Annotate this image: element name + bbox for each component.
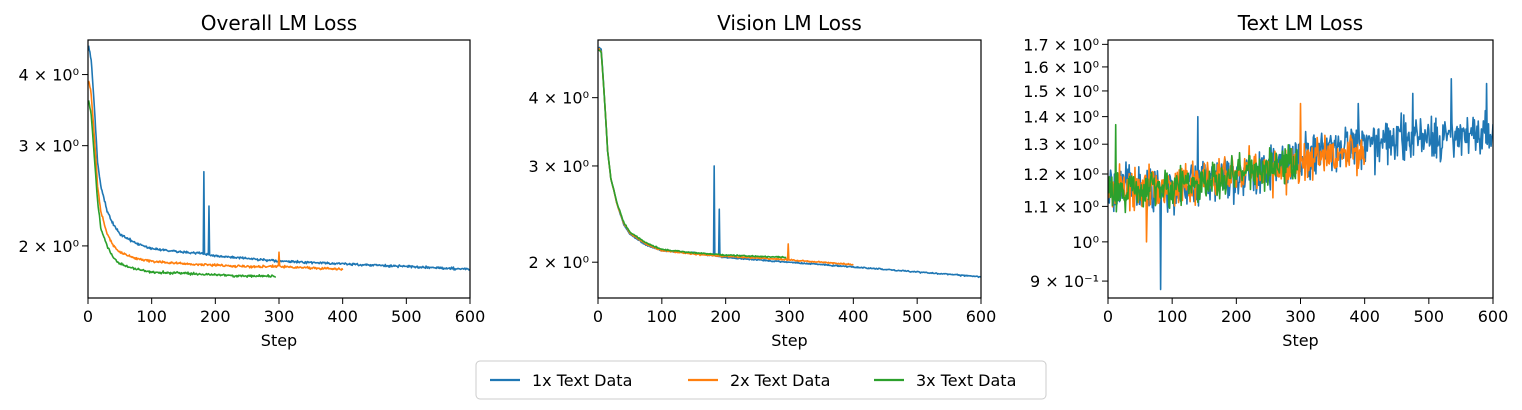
x-tick-label: 600 — [1478, 307, 1509, 326]
y-tick-label: 4 × 10⁰ — [528, 89, 589, 108]
y-tick-label: 4 × 10⁰ — [18, 66, 79, 85]
series-line-3x-text-data — [598, 49, 787, 259]
series-line-3x-text-data — [1108, 123, 1299, 214]
x-tick-label: 0 — [83, 307, 93, 326]
y-tick-label: 1.7 × 10⁰ — [1023, 35, 1099, 54]
chart-title: Vision LM Loss — [717, 11, 862, 35]
x-tick-label: 400 — [838, 307, 869, 326]
series-group — [598, 46, 981, 279]
y-tick-label: 3 × 10⁰ — [18, 137, 79, 156]
legend-label: 1x Text Data — [532, 371, 632, 390]
legend-label: 2x Text Data — [730, 371, 830, 390]
x-tick-label: 500 — [902, 307, 933, 326]
panel-1: 0 100 200 300 400 500 600 2 × 10⁰ 3 × 10⁰ 4 × 10⁰… — [18, 11, 485, 350]
x-tick-label: 300 — [774, 307, 805, 326]
x-tick-label: 500 — [391, 307, 422, 326]
x-tick-label: 200 — [710, 307, 741, 326]
series-line-2x-text-data — [598, 47, 854, 266]
legend-label: 3x Text Data — [916, 371, 1016, 390]
x-tick-label: 400 — [1349, 307, 1380, 326]
x-tick-label: 0 — [593, 307, 603, 326]
x-tick-label: 300 — [1285, 307, 1316, 326]
y-tick-label: 1.1 × 10⁰ — [1023, 197, 1099, 216]
y-tick-label: 1.3 × 10⁰ — [1023, 135, 1099, 154]
y-tick-label: 10⁰ — [1072, 233, 1099, 252]
x-tick-label: 400 — [327, 307, 358, 326]
series-line-1x-text-data — [88, 45, 470, 271]
series-group — [88, 45, 470, 278]
x-axis-label: Step — [1282, 331, 1318, 350]
x-tick-label: 0 — [1103, 307, 1113, 326]
legend: 1x Text Data 2x Text Data 3x Text Data — [475, 360, 1047, 400]
x-tick-label: 100 — [136, 307, 167, 326]
y-tick-label: 1.2 × 10⁰ — [1023, 165, 1099, 184]
series-line-1x-text-data — [598, 46, 981, 279]
y-tick-label: 2 × 10⁰ — [528, 253, 589, 272]
chart-title: Text LM Loss — [1237, 11, 1363, 35]
series-group — [1108, 77, 1493, 291]
x-tick-label: 500 — [1414, 307, 1445, 326]
chart-title: Overall LM Loss — [201, 11, 357, 35]
legend-box — [475, 360, 1047, 400]
y-tick-label: 1.6 × 10⁰ — [1023, 58, 1099, 77]
y-tick-label: 9 × 10⁻¹ — [1030, 272, 1099, 291]
x-tick-label: 300 — [264, 307, 295, 326]
series-line-3x-text-data — [88, 100, 277, 278]
x-tick-label: 100 — [647, 307, 678, 326]
x-tick-label: 600 — [455, 307, 486, 326]
series-line-2x-text-data — [88, 80, 344, 271]
panel-3: 0 100 200 300 400 500 600 9 × 10⁻¹ 10⁰ 1.1 × 10⁰ 1… — [1023, 11, 1508, 350]
y-tick-label: 3 × 10⁰ — [528, 157, 589, 176]
x-axis-label: Step — [771, 331, 807, 350]
x-tick-label: 100 — [1157, 307, 1188, 326]
panel-2: 0 100 200 300 400 500 600 2 × 10⁰ 3 × 10⁰ 4 × 10⁰… — [528, 11, 996, 350]
y-tick-label: 1.4 × 10⁰ — [1023, 108, 1099, 127]
x-tick-label: 600 — [966, 307, 997, 326]
y-tick-label: 1.5 × 10⁰ — [1023, 82, 1099, 101]
y-tick-label: 2 × 10⁰ — [18, 237, 79, 256]
x-axis-label: Step — [261, 331, 297, 350]
x-tick-label: 200 — [200, 307, 231, 326]
x-tick-label: 200 — [1221, 307, 1252, 326]
